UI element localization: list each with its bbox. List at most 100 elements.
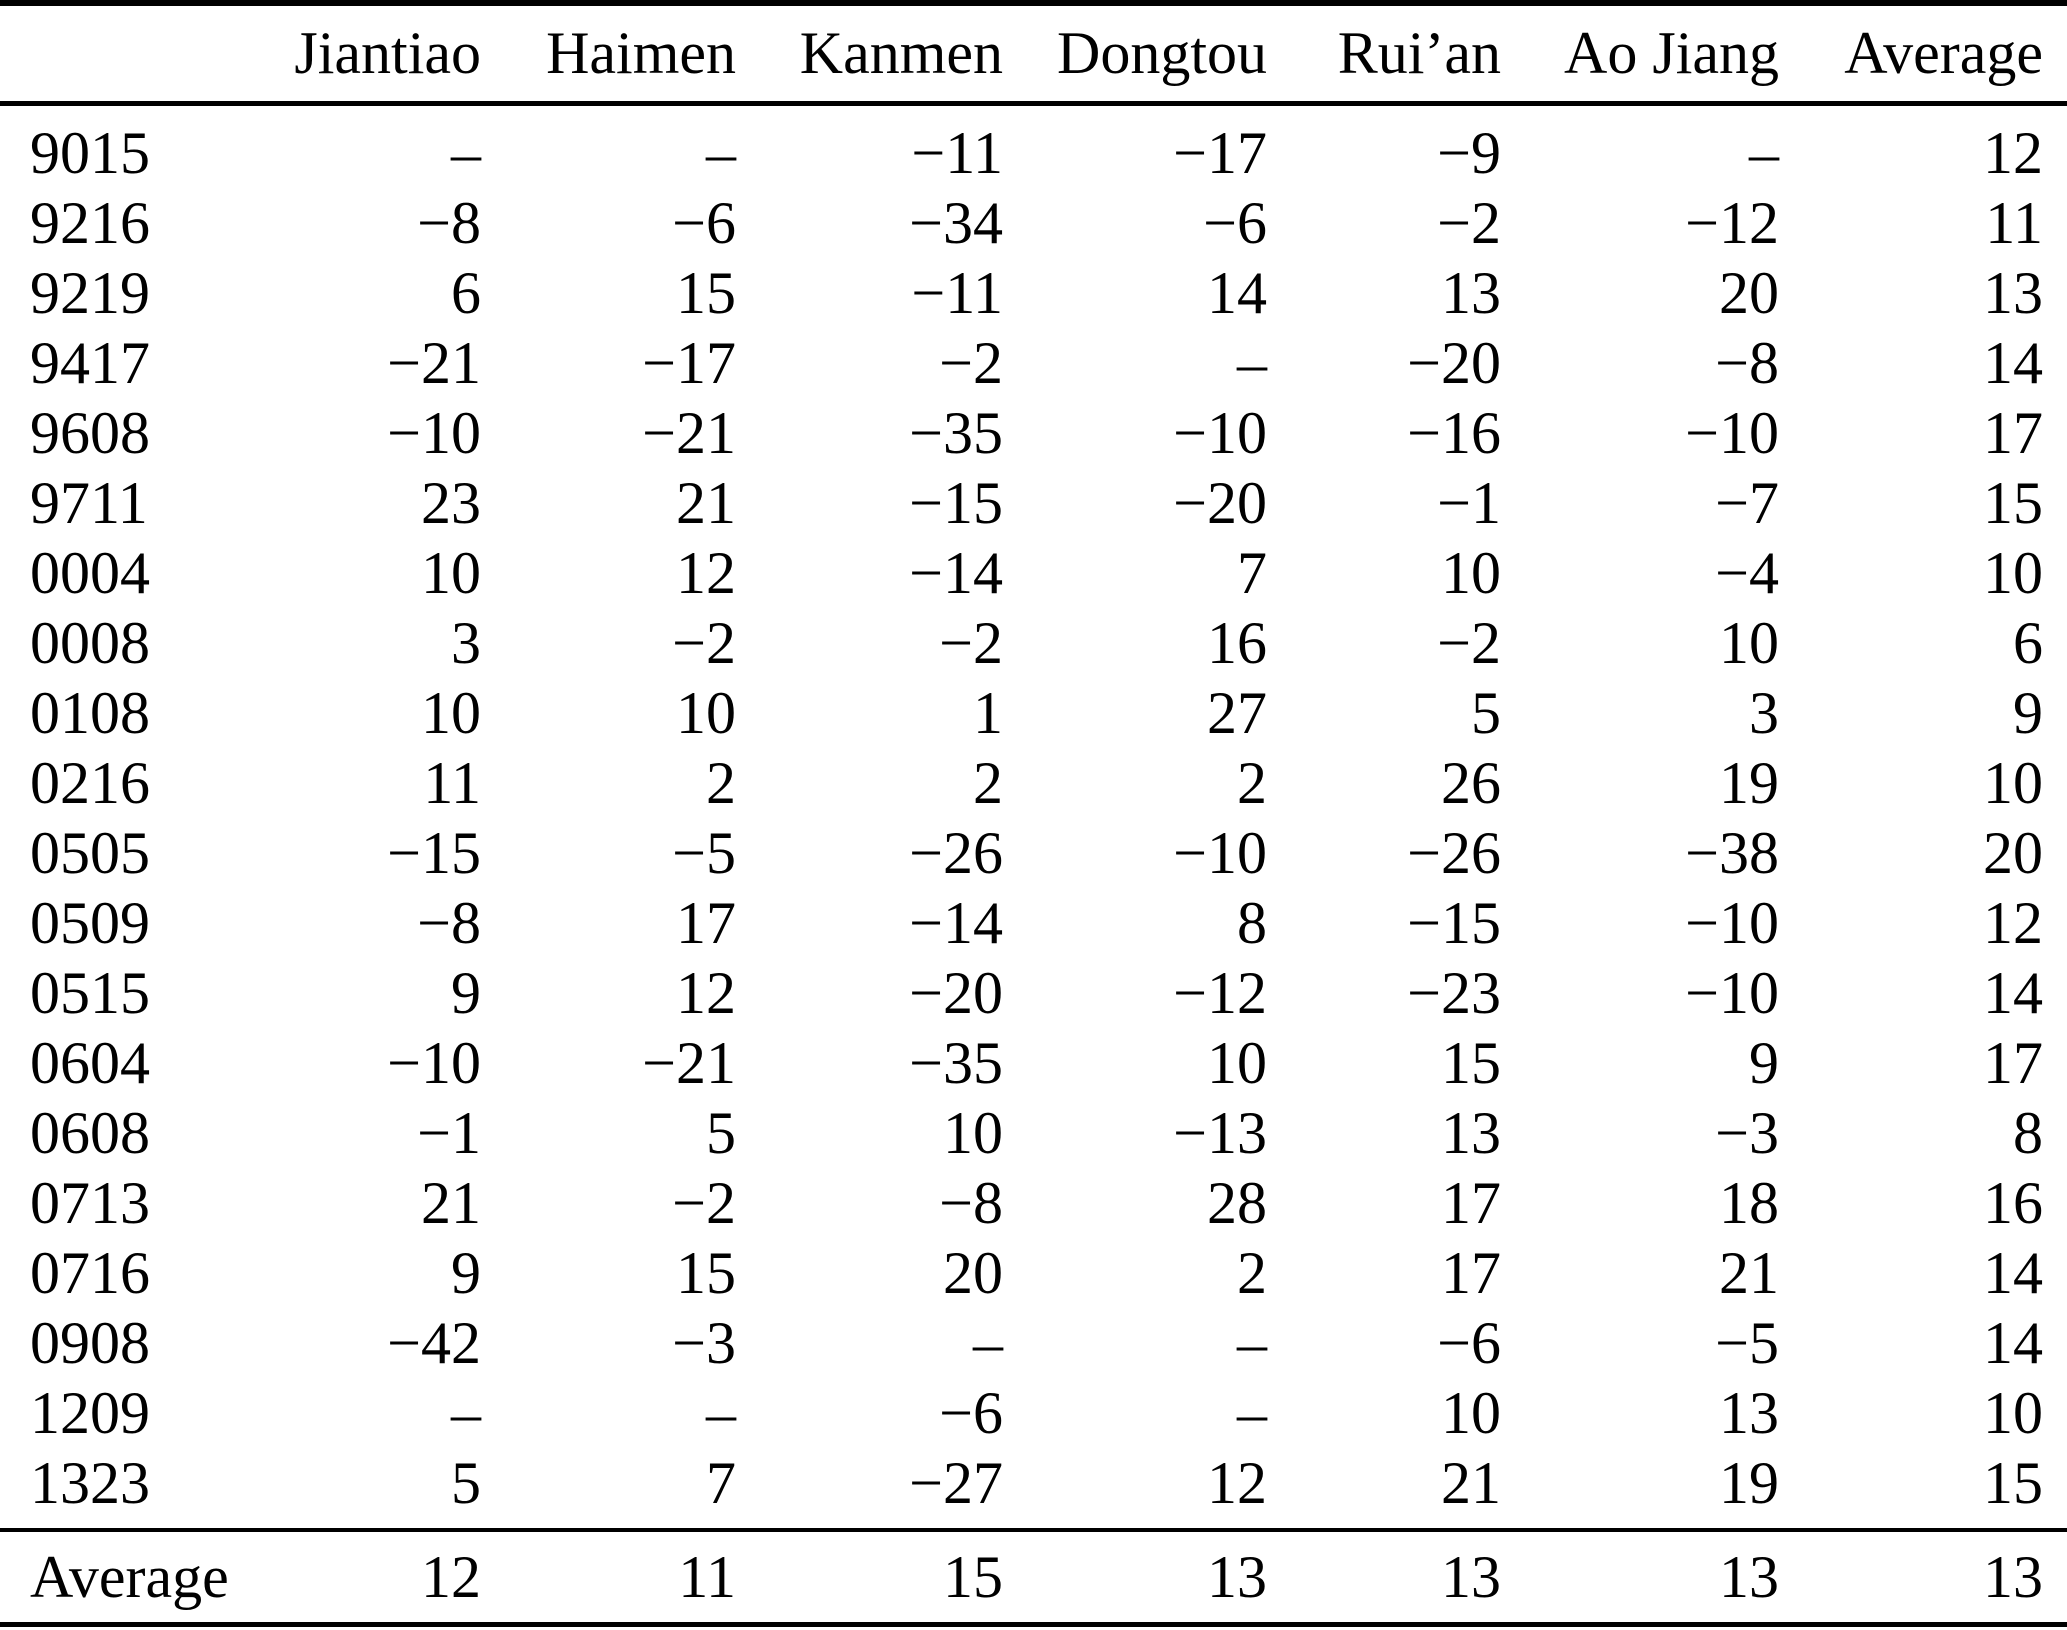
cell-value: 21 (1719, 1240, 1779, 1306)
cell-value: −12 (1173, 960, 1267, 1026)
cell-value: −38 (1685, 820, 1779, 886)
cell-value: 15 (1441, 1030, 1501, 1096)
cell-value: −6 (1203, 190, 1267, 256)
cell-value: 3 (1749, 680, 1779, 746)
cell-value: −2 (939, 330, 1003, 396)
cell-value: 9 (1749, 1030, 1779, 1096)
cell-value: −2 (672, 1170, 736, 1236)
cell-value: −12 (1685, 190, 1779, 256)
cell-value: 20 (1719, 260, 1779, 326)
cell-value: 28 (1207, 1170, 1267, 1236)
row-label: 0008 (30, 610, 150, 676)
cell-value: −35 (909, 400, 1003, 466)
cell-value: 15 (676, 260, 736, 326)
cell-value: 14 (1983, 1310, 2043, 1376)
table-row-0515: 0515 9 12 −20 −12 −23 −10 14 (0, 958, 2067, 1028)
cell-value: 7 (1237, 540, 1267, 606)
row-label: 0505 (30, 820, 150, 886)
cell-value: 9 (2013, 680, 2043, 746)
cell-value: 12 (676, 540, 736, 606)
cell-value: 20 (943, 1240, 1003, 1306)
cell-value: −15 (387, 820, 481, 886)
cell-value: −1 (1437, 470, 1501, 536)
cell-value: 13 (1441, 1100, 1501, 1166)
table-row-0108: 0108 10 10 1 27 5 3 9 (0, 678, 2067, 748)
cell-value: −2 (672, 610, 736, 676)
row-label: 0509 (30, 890, 150, 956)
row-label: 0515 (30, 960, 150, 1026)
header-row: Jiantiao Haimen Kanmen Dongtou Rui’an Ao Jian… (0, 3, 2067, 106)
cell-value: 13 (1983, 260, 2043, 326)
cell-value: −1 (417, 1100, 481, 1166)
cell-value: 10 (1207, 1030, 1267, 1096)
cell-value: −10 (387, 400, 481, 466)
cell-value: −2 (1437, 610, 1501, 676)
cell-value: 15 (1983, 470, 2043, 536)
footer-value: 12 (226, 1528, 505, 1625)
cell-value: 10 (1983, 750, 2043, 816)
cell-value: 5 (706, 1100, 736, 1166)
cell-value: −20 (1407, 330, 1501, 396)
cell-value: 13 (1441, 260, 1501, 326)
cell-value: 27 (1207, 680, 1267, 746)
cell-value: 8 (2013, 1100, 2043, 1166)
cell-value: −21 (642, 400, 736, 466)
cell-value: – (1749, 120, 1779, 186)
cell-value: 12 (676, 960, 736, 1026)
cell-value: 26 (1441, 750, 1501, 816)
average-row: Average 12 11 15 13 13 13 13 (0, 1528, 2067, 1625)
cell-value: – (1237, 1380, 1267, 1446)
table-row-9216: 9216 −8 −6 −34 −6 −2 −12 11 (0, 188, 2067, 258)
cell-value: 15 (676, 1240, 736, 1306)
cell-value: 16 (1207, 610, 1267, 676)
cell-value: 11 (423, 750, 481, 816)
cell-value: −23 (1407, 960, 1501, 1026)
cell-value: 10 (421, 680, 481, 746)
row-label: 9216 (30, 190, 150, 256)
table-row-0713: 0713 21 −2 −8 28 17 18 16 (0, 1168, 2067, 1238)
row-label: 0713 (30, 1170, 150, 1236)
row-label: 0908 (30, 1310, 150, 1376)
cell-value: 16 (1983, 1170, 2043, 1236)
row-label: 9608 (30, 400, 150, 466)
cell-value: −10 (1685, 960, 1779, 1026)
cell-value: 10 (943, 1100, 1003, 1166)
cell-value: 14 (1983, 960, 2043, 1026)
cell-value: −2 (1437, 190, 1501, 256)
table-row-0608: 0608 −1 5 10 −13 13 −3 8 (0, 1098, 2067, 1168)
cell-value: −10 (1173, 400, 1267, 466)
cell-value: 20 (1983, 820, 2043, 886)
cell-value: 10 (1983, 1380, 2043, 1446)
cell-value: 21 (421, 1170, 481, 1236)
table-row-9015: 9015 – – −11 −17 −9 – 12 (0, 104, 2067, 189)
cell-value: −8 (939, 1170, 1003, 1236)
cell-value: −10 (1173, 820, 1267, 886)
row-label: 9219 (30, 260, 150, 326)
cell-value: −11 (911, 260, 1003, 326)
table-row-0505: 0505 −15 −5 −26 −10 −26 −38 20 (0, 818, 2067, 888)
cell-value: 7 (706, 1450, 736, 1516)
cell-value: −17 (1173, 120, 1267, 186)
cell-value: 14 (1983, 330, 2043, 396)
table-row-0004: 0004 10 12 −14 7 10 −4 10 (0, 538, 2067, 608)
table-row-0509: 0509 −8 17 −14 8 −15 −10 12 (0, 888, 2067, 958)
column-header-dongtou: Dongtou (1027, 3, 1291, 106)
cell-value: −11 (911, 120, 1003, 186)
row-label: 0108 (30, 680, 150, 746)
cell-value: −17 (642, 330, 736, 396)
cell-value: 17 (676, 890, 736, 956)
cell-value: −3 (672, 1310, 736, 1376)
cell-value: 17 (1441, 1240, 1501, 1306)
cell-value: 10 (1441, 1380, 1501, 1446)
cell-value: −6 (1437, 1310, 1501, 1376)
cell-value: – (451, 1380, 481, 1446)
table-row-9608: 9608 −10 −21 −35 −10 −16 −10 17 (0, 398, 2067, 468)
cell-value: 9 (451, 1240, 481, 1306)
table-footer: Average 12 11 15 13 13 13 13 (0, 1528, 2067, 1625)
cell-value: −15 (909, 470, 1003, 536)
cell-value: 5 (1471, 680, 1501, 746)
cell-value: 2 (1237, 750, 1267, 816)
column-header-kanmen: Kanmen (760, 3, 1027, 106)
footer-value: 13 (1525, 1528, 1803, 1625)
cell-value: −8 (1715, 330, 1779, 396)
